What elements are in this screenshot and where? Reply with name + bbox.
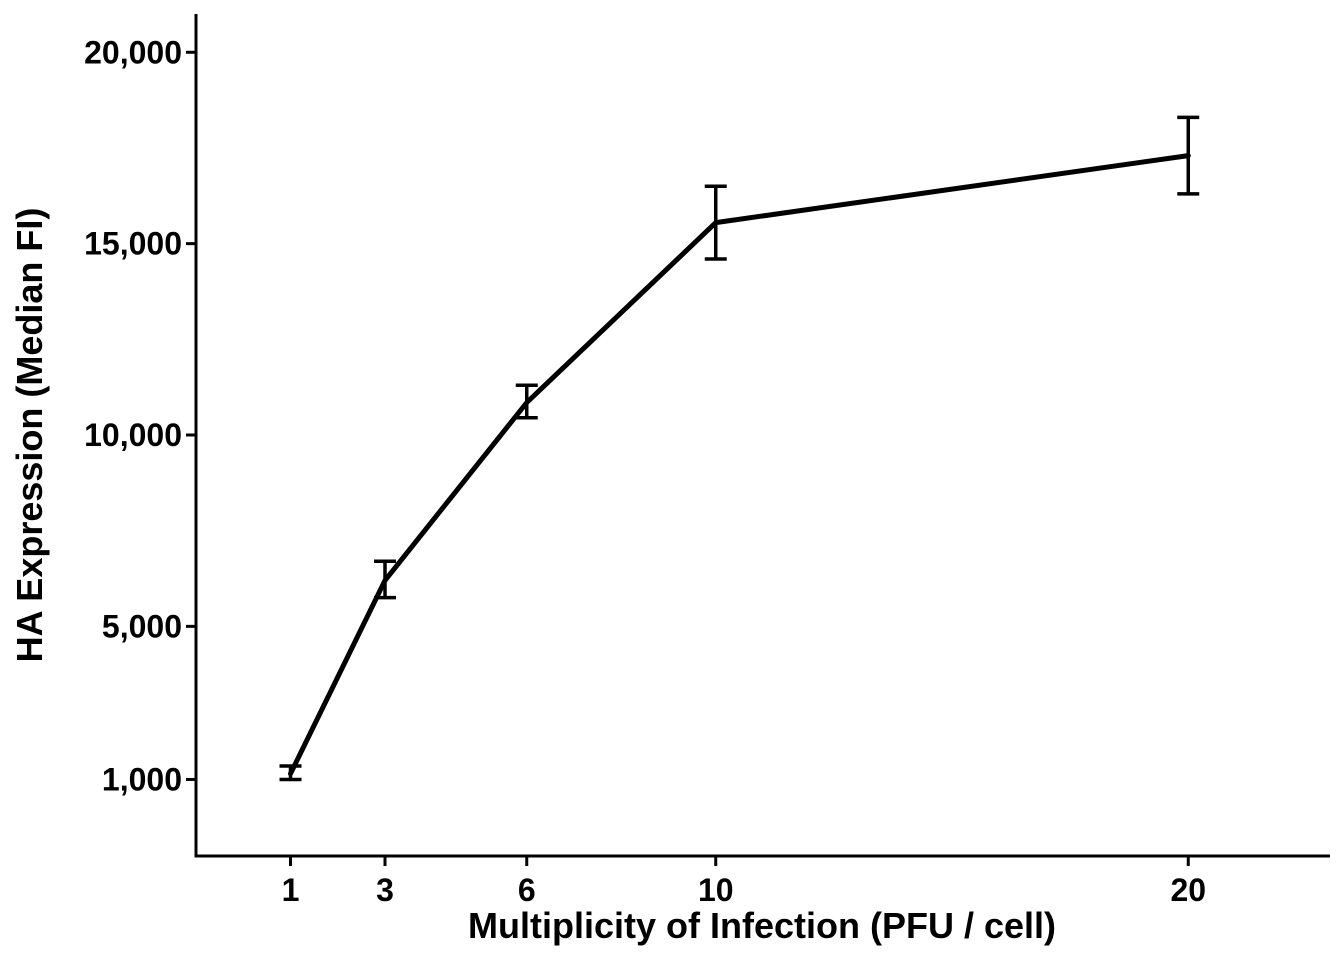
series-line [288,153,1191,777]
x-axis-title: Multiplicity of Infection (PFU / cell) [468,905,1056,946]
error-bars [279,115,1200,782]
series-lines [288,153,1191,777]
y-tick-label: 20,000 [84,34,182,70]
y-axis-ticks: 1,000 5,000 10,000 15,000 20,000 [84,34,196,797]
y-tick-label: 10,000 [84,417,182,453]
x-tick-label: 3 [376,872,394,908]
x-tick-label: 6 [518,872,536,908]
x-tick-label: 1 [282,872,300,908]
y-tick-label: 5,000 [102,608,182,644]
axes [194,14,1330,858]
y-tick-label: 15,000 [84,226,182,262]
x-tick-label: 10 [698,872,734,908]
y-axis-title: HA Expression (Median FI) [9,208,50,663]
x-tick-label: 20 [1170,872,1206,908]
x-axis-ticks: 1 3 6 10 20 [282,856,1206,908]
y-tick-label: 1,000 [102,761,182,797]
